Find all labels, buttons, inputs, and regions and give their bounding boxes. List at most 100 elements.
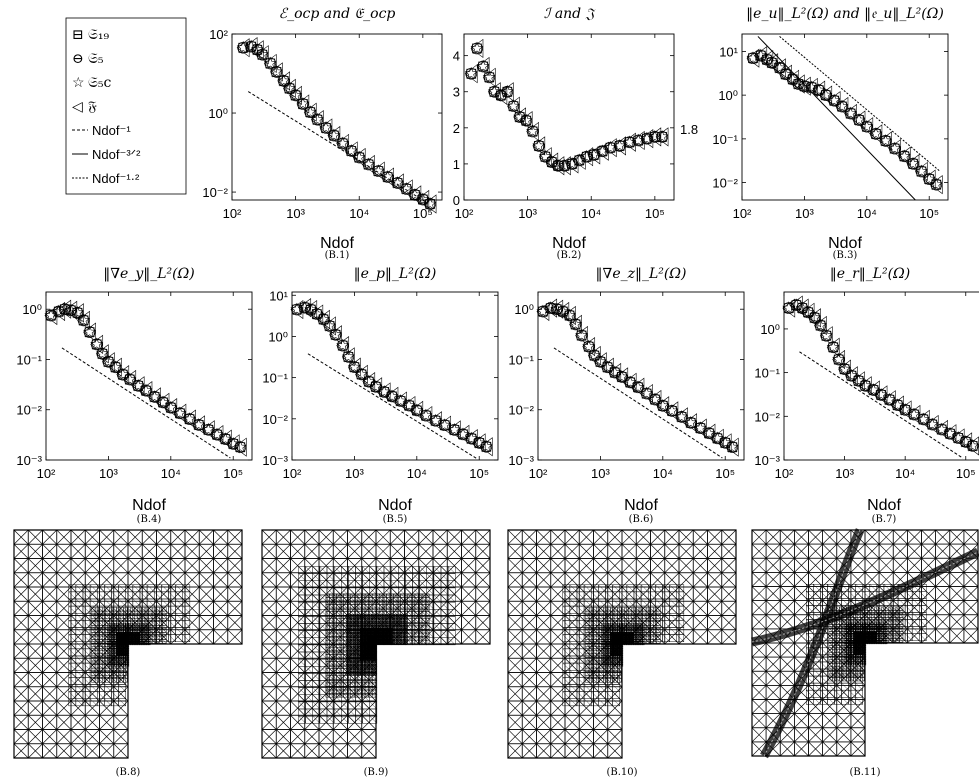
data-point-triangle (797, 76, 811, 96)
data-point-star (123, 372, 137, 385)
data-point-star (310, 307, 324, 320)
data-point-star (860, 119, 874, 133)
data-point-star (336, 338, 350, 352)
data-point-triangle (888, 138, 902, 159)
data-point-triangle (476, 56, 490, 77)
mesh-edge-refined (159, 632, 163, 637)
mesh-edge-refined (102, 639, 106, 644)
data-point-star (394, 394, 408, 407)
mesh-edge-refined (75, 584, 84, 592)
data-point-triangle (640, 129, 654, 149)
mesh-edge-refined (137, 607, 142, 612)
y-tick-label: 10⁻³ (16, 453, 42, 468)
mesh-edge-refined (102, 678, 106, 683)
data-point-triangle (655, 127, 669, 147)
mesh-B-9: (B.9) (261, 529, 491, 778)
mesh-edge-refined (109, 675, 114, 679)
data-point-triangle (341, 347, 355, 367)
data-point-triangle (470, 38, 484, 59)
x-tick-label: 10³ (795, 206, 814, 221)
legend-box (65, 17, 187, 195)
mesh-edge-refined (91, 639, 96, 644)
data-point-star (344, 144, 358, 157)
data-point-star (52, 304, 66, 318)
mesh-edge-refined (119, 610, 124, 615)
mesh-edge-refined (139, 591, 148, 600)
data-point-triangle (879, 131, 892, 151)
mesh-edge-refined (94, 632, 99, 637)
mesh-edge-refined (142, 630, 146, 633)
data-point-star (482, 70, 496, 83)
mesh-edge-refined (82, 591, 91, 600)
mesh-edge-refined (144, 607, 149, 612)
mesh-edge-refined (91, 646, 96, 651)
data-point-star (494, 88, 508, 101)
x-tick-label: 10⁴ (895, 466, 915, 481)
x-tick-label: 10² (529, 466, 548, 481)
data-point-star (310, 112, 324, 126)
panel-caption: (B.3) (833, 250, 858, 261)
axes-box (45, 291, 253, 461)
mesh-edge-refined (102, 610, 106, 615)
mesh-edge-refined (105, 667, 110, 672)
mesh-edge-refined (116, 667, 121, 672)
mesh-edge-refined (118, 598, 126, 607)
mesh-corner-core (120, 636, 128, 644)
data-point-triangle (464, 64, 478, 84)
data-point-star (779, 67, 793, 80)
data-point-star (797, 79, 811, 92)
mesh-edge-refined (162, 618, 167, 622)
data-point-triangle (298, 298, 312, 318)
mesh-edge-refined (119, 678, 124, 683)
data-point-triangle (336, 133, 350, 154)
x-tick-label: 10³ (99, 466, 118, 481)
mesh-edge-refined (175, 598, 183, 607)
mesh-edge-refined (94, 646, 99, 651)
mesh-edge-refined (104, 598, 112, 607)
mesh-edge-refined (116, 675, 121, 679)
chart-B-4: ‖∇e_y‖_L²(Ω)10² 10³ 10⁴ 10⁵10⁻³10⁻²10⁻¹10⁰N… (16, 266, 253, 525)
mesh-edge-refined (182, 605, 190, 614)
data-point-triangle (64, 300, 78, 320)
mesh-edge-refined (144, 618, 149, 622)
data-point-star (603, 140, 617, 154)
mesh-edge-refined (102, 667, 106, 672)
mesh-edge-refined (91, 667, 96, 672)
mesh-edge-refined (102, 618, 106, 622)
mesh-edge-refined (102, 646, 106, 651)
data-point-star (402, 398, 416, 412)
data-point-triangle (487, 82, 501, 102)
mesh-edge-refined (151, 621, 156, 626)
data-point-star (746, 51, 760, 64)
x-tick-label: 10⁴ (161, 466, 181, 481)
mesh-edge-refined (94, 635, 99, 640)
mesh-edge-refined (121, 623, 124, 626)
data-point-star (519, 113, 533, 127)
x-tick-label: 10³ (518, 206, 537, 221)
data-point-star (500, 84, 514, 98)
mesh-edge-refined (102, 625, 106, 630)
mesh-edge-refined (114, 630, 117, 633)
mesh-edge-refined (162, 635, 167, 640)
mesh-edge-refined (104, 698, 112, 706)
data-point-star (83, 325, 97, 338)
data-point-triangle (192, 415, 206, 435)
mesh-edge-refined (142, 637, 146, 640)
data-point-star (929, 177, 943, 191)
mesh-edge-refined (142, 623, 146, 626)
legend-label: Ndof⁻³ᐟ² (92, 147, 141, 162)
panel-caption: (B.8) (116, 767, 141, 778)
y-tick-label: 10⁰ (760, 322, 780, 337)
data-point-triangle (83, 322, 96, 342)
data-point-star (236, 40, 250, 54)
mesh-edge-refined (151, 635, 156, 640)
data-point-triangle (336, 335, 350, 356)
data-point-triangle (507, 96, 520, 116)
mesh-edge-refined (94, 639, 99, 644)
mesh-edge-refined (168, 620, 176, 628)
mesh-edge-refined (91, 618, 96, 622)
data-point-star (538, 149, 552, 163)
data-point-star (819, 88, 833, 101)
